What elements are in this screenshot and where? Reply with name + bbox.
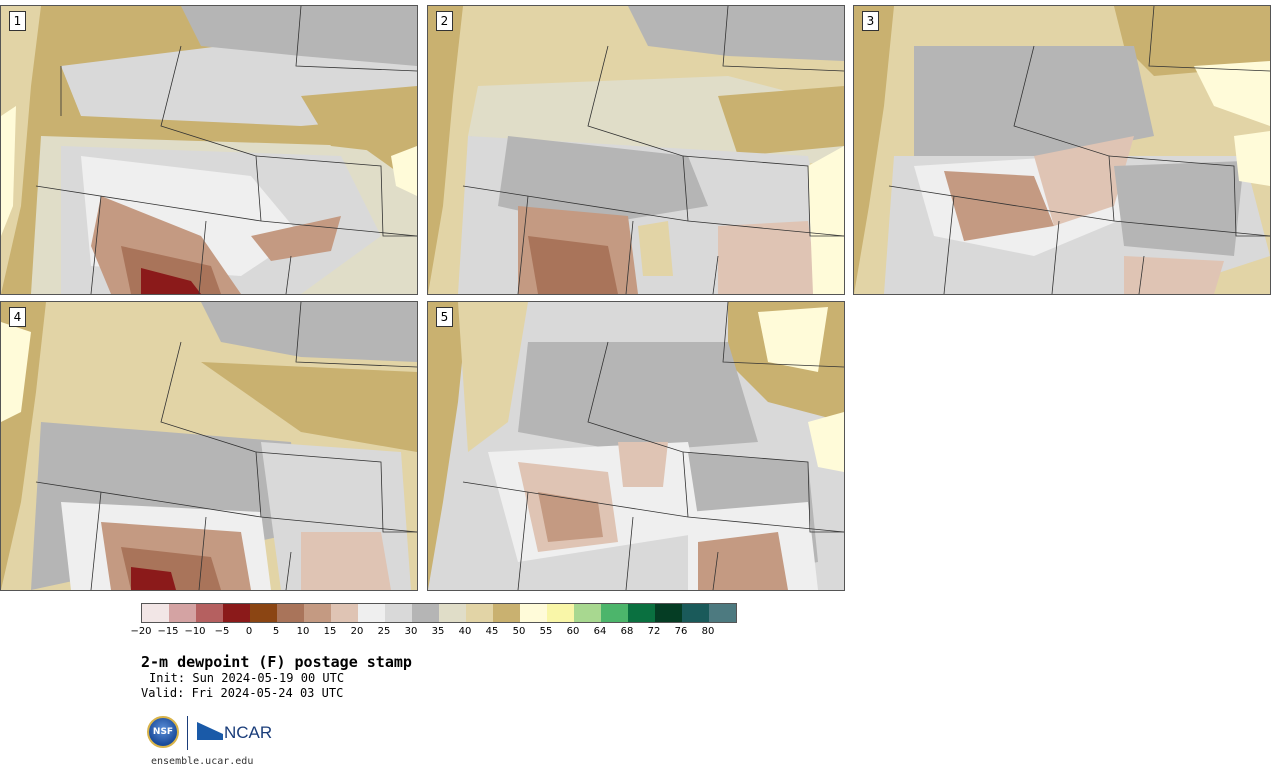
colorbar-swatch xyxy=(250,604,277,622)
logo-divider xyxy=(187,716,188,750)
colorbar-tick-label: 76 xyxy=(674,626,688,637)
colorbar-swatch xyxy=(412,604,439,622)
nsf-logo: NSF xyxy=(147,716,179,748)
colorbar-tick-label: 60 xyxy=(566,626,580,637)
colorbar-tick-label: 15 xyxy=(323,626,337,637)
colorbar-tick-label: 64 xyxy=(593,626,607,637)
colorbar-swatch xyxy=(304,604,331,622)
valid-time: Valid: Fri 2024-05-24 03 UTC xyxy=(141,686,344,700)
colorbar-tick-label: 80 xyxy=(701,626,715,637)
ensemble-member-map-1: 1 xyxy=(0,5,418,295)
colorbar-swatch xyxy=(601,604,628,622)
ensemble-member-map-2: 2 xyxy=(427,5,845,295)
colorbar-tick-label: 45 xyxy=(485,626,499,637)
sponsor-logos: NSF NCAR xyxy=(145,714,275,754)
colorbar-tick-label: 10 xyxy=(296,626,310,637)
colorbar-tick-labels: −20 −15 −10 −5 0 5 10 15 20 25 30 35 40 45 50 55 60 64 68 7… xyxy=(130,626,761,640)
colorbar-swatch xyxy=(682,604,709,622)
colorbar-swatch xyxy=(709,604,736,622)
panel-number: 1 xyxy=(9,11,26,31)
colorbar-tick-label: 5 xyxy=(272,626,280,637)
colorbar-swatch xyxy=(142,604,169,622)
colorbar-tick-label: 50 xyxy=(512,626,526,637)
source-url: ensemble.ucar.edu xyxy=(151,756,254,767)
figure-title: 2-m dewpoint (F) postage stamp xyxy=(141,653,412,671)
colorbar-tick-label: 0 xyxy=(245,626,253,637)
ncar-logo-mark xyxy=(197,722,223,740)
colorbar-tick-label: 72 xyxy=(647,626,661,637)
colorbar-swatch xyxy=(547,604,574,622)
dewpoint-colorbar xyxy=(141,603,737,623)
dewpoint-map-5 xyxy=(428,302,844,590)
colorbar-tick-label: 55 xyxy=(539,626,553,637)
colorbar-tick-label: 40 xyxy=(458,626,472,637)
colorbar-swatch xyxy=(358,604,385,622)
colorbar-tick-label: −10 xyxy=(184,626,206,637)
panel-number: 4 xyxy=(9,307,26,327)
colorbar-swatch xyxy=(385,604,412,622)
colorbar-tick-label: 35 xyxy=(431,626,445,637)
dewpoint-map-2 xyxy=(428,6,844,294)
panel-number: 5 xyxy=(436,307,453,327)
colorbar-swatch xyxy=(196,604,223,622)
colorbar-swatch xyxy=(655,604,682,622)
colorbar-swatch xyxy=(277,604,304,622)
ncar-logo: NCAR xyxy=(224,723,273,742)
colorbar-swatch xyxy=(493,604,520,622)
colorbar-swatch xyxy=(169,604,196,622)
colorbar-swatch xyxy=(439,604,466,622)
colorbar-swatch xyxy=(331,604,358,622)
colorbar-tick-label: 25 xyxy=(377,626,391,637)
colorbar-tick-label: −20 xyxy=(130,626,152,637)
panel-number: 3 xyxy=(862,11,879,31)
colorbar-tick-label: 30 xyxy=(404,626,418,637)
dewpoint-map-1 xyxy=(1,6,417,294)
colorbar-tick-label: 20 xyxy=(350,626,364,637)
colorbar-tick-label: −5 xyxy=(214,626,230,637)
dewpoint-map-4 xyxy=(1,302,417,590)
ensemble-member-map-5: 5 xyxy=(427,301,845,591)
init-time: Init: Sun 2024-05-19 00 UTC xyxy=(149,671,345,685)
ensemble-member-map-4: 4 xyxy=(0,301,418,591)
panel-number: 2 xyxy=(436,11,453,31)
colorbar-tick-label: 68 xyxy=(620,626,634,637)
colorbar-swatch xyxy=(628,604,655,622)
colorbar-swatch xyxy=(520,604,547,622)
colorbar-swatch xyxy=(223,604,250,622)
colorbar-swatch xyxy=(574,604,601,622)
colorbar-swatch xyxy=(466,604,493,622)
dewpoint-map-3 xyxy=(854,6,1270,294)
ensemble-member-map-3: 3 xyxy=(853,5,1271,295)
colorbar-tick-label: −15 xyxy=(157,626,179,637)
